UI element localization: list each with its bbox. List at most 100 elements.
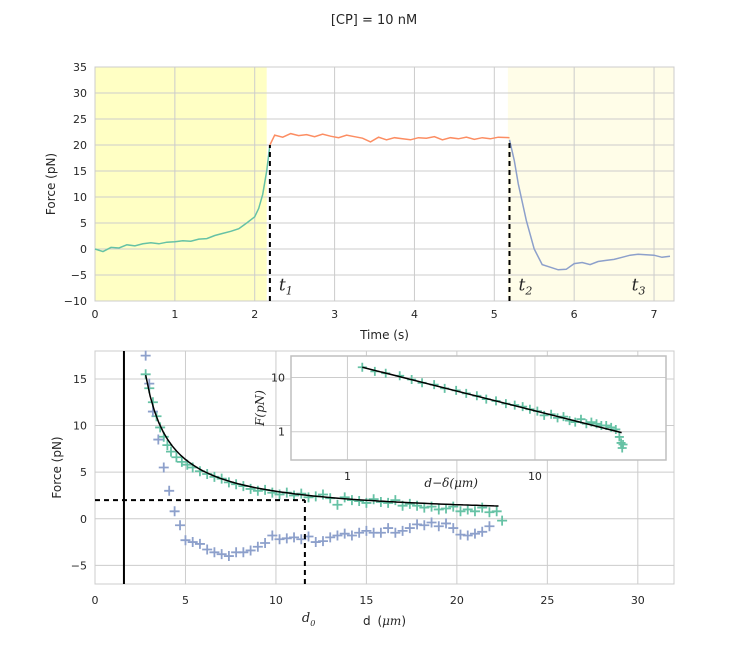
time-marker-label-2: t2 [518, 275, 532, 297]
data-point-series-1 [469, 506, 480, 517]
x-tick-label: 5 [182, 594, 189, 607]
data-point-series-1 [332, 499, 343, 510]
annotations: t1 t2 t3 [268, 139, 646, 301]
d0-label: d0 [302, 611, 315, 628]
data-point-series-2 [245, 545, 256, 556]
series-line-2 [269, 132, 510, 146]
plot-frame [94, 66, 675, 302]
data-point-series-1 [448, 501, 459, 512]
y-tick-label: 10 [73, 191, 87, 204]
data-point-series-2 [164, 485, 175, 496]
data-point-series-2 [209, 547, 220, 558]
data-point-series-2 [238, 547, 249, 558]
y-tick-label: 15 [73, 373, 87, 386]
data-point-series-2 [310, 537, 321, 548]
data-point-series-2 [153, 434, 164, 445]
x-axis-label: d−δ(μm) [424, 476, 478, 490]
y-tick-label: 1 [278, 426, 285, 439]
tick-labels: 1 10 1 10 [271, 372, 542, 483]
force-vs-time-panel: t1 t2 t3 0 1 2 3 4 5 6 7 −10 −5 0 5 10 15 20 25 30 35 Time … [44, 61, 675, 342]
inset-loglog-panel: 1 10 1 10 d−δ(μm) F(pN) [253, 355, 667, 490]
data-point-series-2 [260, 537, 271, 548]
data-point-series-2 [216, 549, 227, 560]
inset-area [291, 356, 666, 460]
data-point-series-1 [484, 507, 495, 518]
data-point-series-1 [477, 502, 488, 513]
time-marker-label-3: t3 [632, 275, 646, 297]
data-point-series-1 [267, 487, 278, 498]
data-point-series-1 [303, 492, 314, 503]
data-point-series-1 [339, 492, 350, 503]
data-point-series-1 [171, 452, 182, 463]
data-point-series-2 [346, 530, 357, 541]
inset-frame [290, 355, 667, 461]
series-line-1 [94, 144, 271, 253]
y-tick-label: 30 [73, 87, 87, 100]
data-point-series-1 [245, 483, 256, 494]
inset-fit-line [362, 366, 622, 434]
data-point-series-2 [332, 530, 343, 541]
data-point-series-2 [477, 526, 488, 537]
y-tick-label: 5 [80, 217, 87, 230]
annotations: d0 [95, 351, 315, 628]
data-point-series-1 [433, 504, 444, 515]
series-lines [94, 132, 671, 271]
x-tick-label: 5 [491, 308, 498, 321]
y-tick-label: 25 [73, 113, 87, 126]
x-tick-label: 25 [540, 594, 554, 607]
x-tick-label: 10 [528, 470, 542, 483]
data-point-series-2 [158, 462, 169, 473]
data-point-series-2 [169, 506, 180, 517]
time-marker-label-1: t1 [279, 275, 293, 297]
y-tick-label: 10 [73, 420, 87, 433]
data-point-series-2 [339, 528, 350, 539]
data-point-series-2 [317, 536, 328, 547]
x-tick-label: 0 [92, 308, 99, 321]
data-point-series-1 [368, 494, 379, 505]
data-point-series-1 [497, 515, 508, 526]
x-tick-label: 7 [651, 308, 658, 321]
x-axis-label-var: d−δ [424, 476, 449, 490]
gridlines [290, 355, 667, 461]
y-tick-label: −10 [64, 295, 87, 308]
x-tick-label: 4 [411, 308, 418, 321]
data-point-series-1 [383, 497, 394, 508]
data-point-series-2 [448, 523, 459, 534]
data-point-series-1 [462, 504, 473, 515]
data-point-series-2 [469, 528, 480, 539]
plot-frame [94, 350, 675, 585]
inset-data-point [611, 424, 621, 434]
data-point-series-2 [274, 534, 285, 545]
data-point-series-1 [317, 489, 328, 500]
shaded-region-2 [507, 67, 674, 301]
plot-background [95, 67, 674, 301]
data-point-series-2 [412, 519, 423, 530]
data-point-series-2 [140, 350, 151, 361]
gridlines [94, 66, 675, 302]
data-point-series-2 [223, 551, 234, 562]
tick-labels: 0 5 10 15 20 25 30 −5 0 5 10 15 [71, 373, 645, 607]
inset-data-point [618, 439, 628, 449]
data-point-series-1 [404, 498, 415, 509]
data-point-series-1 [419, 502, 430, 513]
x-axis-label-var: d [363, 614, 371, 628]
x-tick-label: 0 [92, 594, 99, 607]
data-point-series-1 [390, 495, 401, 506]
y-tick-label: −5 [71, 269, 87, 282]
y-tick-label: 0 [80, 513, 87, 526]
data-point-series-2 [383, 523, 394, 534]
y-axis-label: F(pN) [253, 390, 267, 427]
y-tick-label: 5 [80, 466, 87, 479]
inset-background [291, 356, 666, 460]
x-tick-label: 2 [251, 308, 258, 321]
x-axis-label: d (μm) [363, 614, 406, 628]
data-point-series-1 [455, 506, 466, 517]
tick-labels: 0 1 2 3 4 5 6 7 −10 −5 0 5 10 15 20 25 30 35 [64, 61, 658, 321]
y-tick-label: 15 [73, 165, 87, 178]
data-point-series-1 [491, 506, 502, 517]
scatter-points [357, 362, 628, 453]
data-point-series-2 [144, 378, 155, 389]
y-axis-label: Force (pN) [44, 153, 58, 215]
data-point-series-2 [325, 532, 336, 543]
data-point-series-2 [455, 529, 466, 540]
